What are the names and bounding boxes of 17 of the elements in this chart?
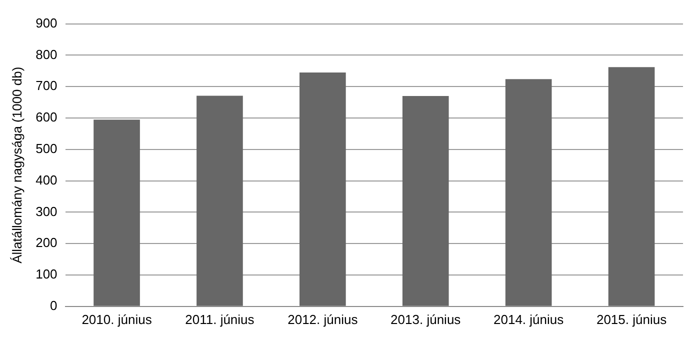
y-tick-label: 200: [36, 235, 58, 250]
y-tick-label: 400: [36, 172, 58, 188]
x-tick-label: 2013. június: [390, 312, 462, 327]
y-tick-label: 300: [36, 204, 58, 219]
y-tick-label: 600: [36, 110, 58, 125]
x-tick-label: 2012. június: [288, 312, 358, 327]
x-tick-label: 2010. június: [82, 312, 152, 327]
y-tick-label: 0: [50, 298, 58, 313]
y-tick-label: 700: [36, 78, 58, 94]
y-tick-label: 800: [36, 46, 58, 62]
x-tick-label: 2011. június: [185, 312, 255, 327]
y-axis-title: Állatállomány nagysága (1000 db): [9, 66, 24, 264]
x-tick-label: 2015. június: [596, 312, 668, 327]
y-tick-label: 100: [36, 266, 58, 282]
x-tick-label: 2014. június: [494, 312, 564, 327]
y-tick-label: 900: [36, 15, 58, 30]
y-tick-label: 500: [36, 140, 58, 156]
